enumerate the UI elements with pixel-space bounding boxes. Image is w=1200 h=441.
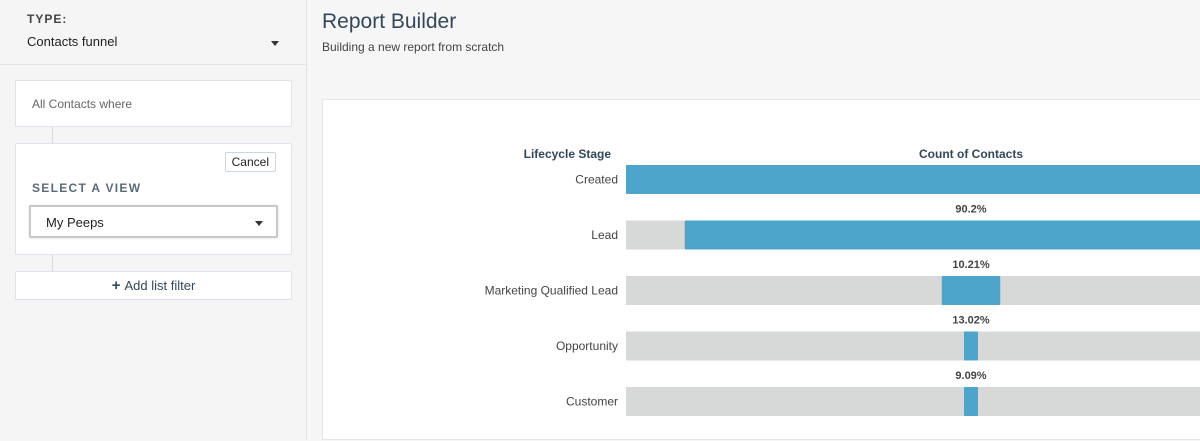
- type-dropdown[interactable]: Contacts funnel: [27, 34, 281, 52]
- add-list-filter-button[interactable]: + Add list filter: [15, 271, 292, 300]
- category-label: Customer: [566, 395, 618, 409]
- funnel-bar[interactable]: [684, 220, 1200, 250]
- y-axis-title: Lifecycle Stage: [524, 147, 612, 161]
- category-label: Lead: [591, 228, 618, 242]
- category-label: Opportunity: [556, 339, 618, 353]
- funnel-bar[interactable]: [941, 276, 1001, 305]
- select-view-label: SELECT A VIEW: [32, 181, 142, 195]
- chevron-down-icon: [255, 221, 263, 226]
- conversion-rate-label: 90.2%: [955, 204, 986, 216]
- funnel-bar[interactable]: [964, 387, 978, 416]
- conversion-rate-label: 10.21%: [952, 259, 990, 271]
- select-view-card: Cancel SELECT A VIEW My Peeps: [15, 143, 292, 255]
- report-card: Lifecycle Stage Count of Contacts Created L…: [322, 99, 1200, 440]
- bar-track: [626, 387, 1200, 416]
- page-subtitle: Building a new report from scratch: [322, 40, 505, 54]
- page-title: Report Builder: [322, 10, 457, 33]
- sidebar: TYPE: Contacts funnel All Contacts where…: [0, 0, 307, 440]
- all-contacts-card: All Contacts where: [15, 80, 292, 127]
- conversion-rate-label: 13.02%: [952, 315, 990, 327]
- view-dropdown-value: My Peeps: [46, 215, 104, 230]
- category-label: Created: [575, 173, 618, 187]
- add-list-filter-label: Add list filter: [124, 278, 196, 293]
- conversion-rate-label: 9.09%: [955, 370, 986, 382]
- type-label: TYPE:: [27, 12, 68, 26]
- filter-connector: [52, 127, 53, 143]
- type-section: TYPE: Contacts funnel: [0, 0, 306, 65]
- bar-track: [626, 331, 1200, 361]
- plus-icon: +: [111, 277, 121, 294]
- type-dropdown-value: Contacts funnel: [27, 34, 118, 49]
- filter-connector: [52, 255, 53, 271]
- funnel-bar[interactable]: [964, 331, 978, 361]
- funnel-bar[interactable]: [626, 165, 1200, 194]
- funnel-chart: Lifecycle Stage Count of Contacts Created L…: [485, 147, 1200, 416]
- bar-track: [626, 276, 1200, 305]
- x-axis-title: Count of Contacts: [919, 147, 1023, 161]
- view-dropdown[interactable]: My Peeps: [29, 205, 278, 238]
- chevron-down-icon: [271, 41, 279, 46]
- category-label: Marketing Qualified Lead: [485, 284, 618, 298]
- cancel-button[interactable]: Cancel: [224, 152, 276, 172]
- all-contacts-text: All Contacts where: [32, 97, 133, 111]
